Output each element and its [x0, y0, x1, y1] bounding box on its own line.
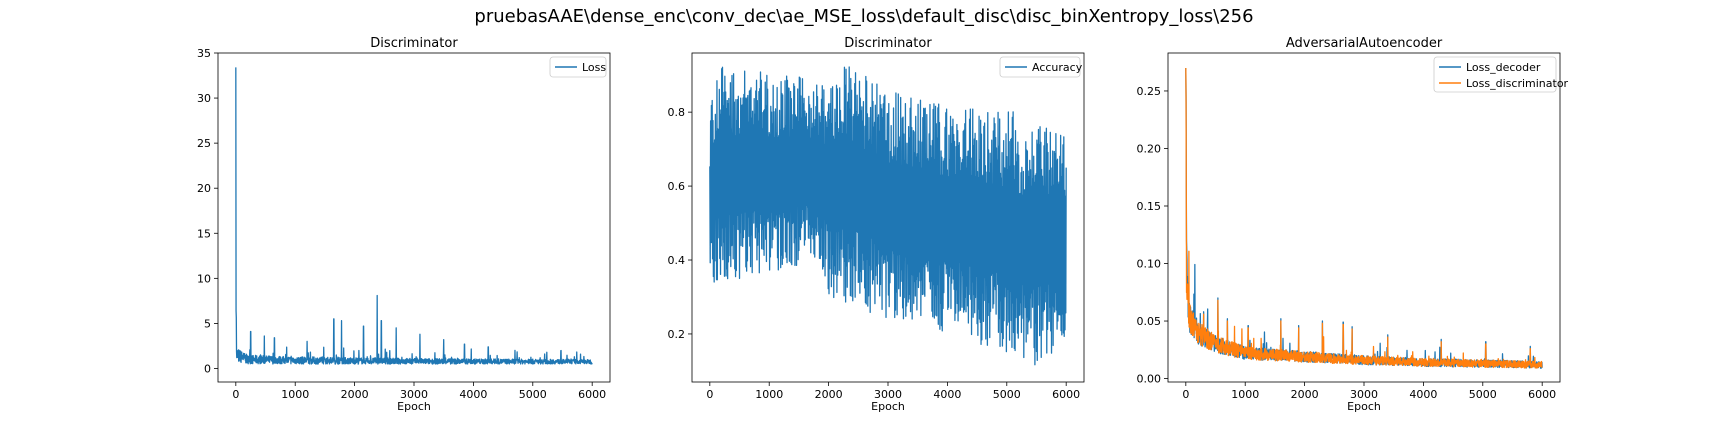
plot-area: [235, 67, 593, 365]
x-tick-label: 4000: [459, 388, 487, 401]
panel-title: AdversarialAutoencoder: [1286, 36, 1443, 51]
y-tick-label: 15: [197, 227, 211, 240]
x-tick-label: 0: [706, 388, 713, 401]
x-tick-label: 3000: [1350, 388, 1378, 401]
x-tick-label: 2000: [815, 388, 843, 401]
x-tick-label: 2000: [1291, 388, 1319, 401]
y-tick-label: 0: [204, 362, 211, 375]
x-tick-label: 3000: [874, 388, 902, 401]
y-tick-label: 10: [197, 272, 211, 285]
x-tick-label: 6000: [1528, 388, 1556, 401]
plot-area: [1185, 67, 1543, 369]
y-tick-label: 0.10: [1137, 258, 1162, 271]
y-tick-label: 0.6: [668, 180, 686, 193]
series-line-accuracy: [709, 66, 1067, 366]
x-tick-label: 6000: [578, 388, 606, 401]
y-tick-label: 20: [197, 182, 211, 195]
panel-discriminator-loss: Discriminator Epoch 0 1000 2000 3000 4000 500…: [197, 36, 611, 413]
x-tick-label: 1000: [755, 388, 783, 401]
figure-suptitle: pruebasAAE\dense_enc\conv_dec\ae_MSE_los…: [474, 6, 1253, 27]
axes-frame: [691, 52, 1085, 383]
x-tick-label: 2000: [341, 388, 369, 401]
x-tick-label: 5000: [519, 388, 547, 401]
axis-ticks: 0 1000 2000 3000 4000 5000 6000 0 5 10 15 20 25 30 35: [197, 47, 606, 401]
legend: Accuracy: [999, 56, 1083, 78]
y-tick-label: 0.00: [1137, 373, 1162, 386]
legend-entry-accuracy: Accuracy: [1032, 61, 1083, 74]
legend-entry-loss-discriminator: Loss_discriminator: [1466, 77, 1569, 90]
y-tick-label: 0.15: [1137, 200, 1162, 213]
panel-discriminator-accuracy: Discriminator Epoch 0 1000 2000 3000 4000 500…: [668, 36, 1085, 413]
series-line-loss-discriminator: [1185, 67, 1543, 369]
y-tick-label: 5: [204, 317, 211, 330]
series-line-loss: [235, 67, 593, 365]
x-tick-label: 3000: [400, 388, 428, 401]
panel-adversarial-autoencoder: AdversarialAutoencoder Epoch 0 1000 2000 30…: [1137, 36, 1569, 413]
x-axis-label: Epoch: [871, 400, 905, 413]
x-tick-label: 0: [232, 388, 239, 401]
legend-box: [1433, 56, 1557, 93]
axes-frame: [1167, 52, 1561, 383]
series-line-loss-decoder: [1185, 67, 1543, 369]
plot-area: [709, 66, 1067, 366]
x-tick-label: 1000: [1231, 388, 1259, 401]
y-tick-label: 35: [197, 47, 211, 60]
legend-entry-loss-decoder: Loss_decoder: [1466, 61, 1541, 74]
legend-box: [999, 56, 1081, 78]
y-tick-label: 0.2: [668, 328, 686, 341]
y-tick-label: 0.8: [668, 106, 686, 119]
y-tick-label: 0.25: [1137, 85, 1162, 98]
legend-box: [549, 56, 607, 78]
x-tick-label: 6000: [1052, 388, 1080, 401]
axes-frame: [217, 52, 611, 383]
panel-title: Discriminator: [370, 36, 458, 51]
x-tick-label: 5000: [1469, 388, 1497, 401]
legend: Loss: [549, 56, 607, 78]
x-tick-label: 0: [1182, 388, 1189, 401]
x-tick-label: 1000: [281, 388, 309, 401]
x-tick-label: 5000: [993, 388, 1021, 401]
legend-entry-loss: Loss: [582, 61, 606, 74]
y-tick-label: 0.4: [668, 254, 686, 267]
panel-title: Discriminator: [844, 36, 932, 51]
axis-ticks: 0 1000 2000 3000 4000 5000 6000 0.00 0.05 0.10 0.1…: [1137, 85, 1557, 401]
y-tick-label: 30: [197, 92, 211, 105]
x-axis-label: Epoch: [1347, 400, 1381, 413]
y-tick-label: 0.05: [1137, 315, 1162, 328]
y-tick-label: 0.20: [1137, 142, 1162, 155]
x-axis-label: Epoch: [397, 400, 431, 413]
legend: Loss_decoder Loss_discriminator: [1433, 56, 1569, 93]
x-tick-label: 4000: [933, 388, 961, 401]
y-tick-label: 25: [197, 137, 211, 150]
axis-ticks: 0 1000 2000 3000 4000 5000 6000 0.2 0.4 0.6 0.8: [668, 106, 1081, 401]
x-tick-label: 4000: [1409, 388, 1437, 401]
